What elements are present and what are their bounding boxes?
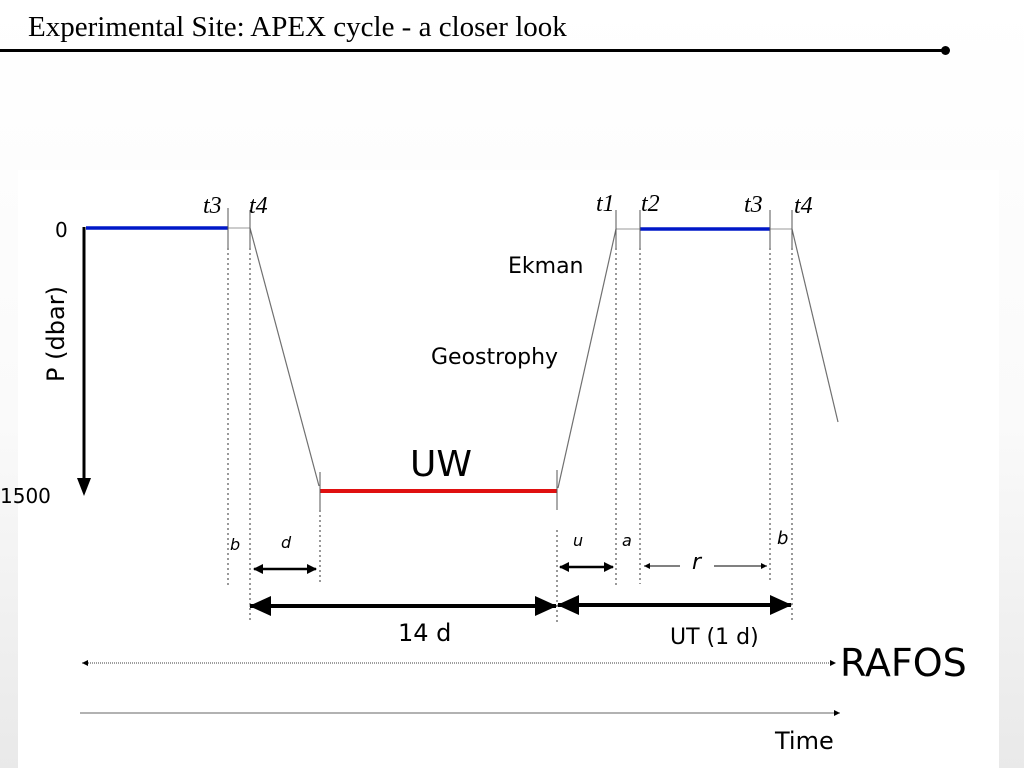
t3-first-label: t3	[203, 193, 222, 219]
t3-second-label: t3	[744, 192, 763, 218]
descent-profile-line	[249, 227, 320, 487]
interval-a-label: a	[622, 531, 632, 550]
axis-bottom-value: 1500	[0, 484, 51, 508]
axis-top-value: 0	[55, 218, 68, 242]
second-descent-line	[791, 228, 839, 423]
t2-label: t2	[641, 191, 660, 217]
underwater-duration-label: 14 d	[398, 619, 451, 647]
ekman-label: Ekman	[508, 254, 584, 279]
geostrophy-label: Geostrophy	[431, 345, 558, 370]
interval-b-second-label: b	[777, 528, 788, 549]
interval-d-label: d	[281, 533, 292, 552]
title-underline	[0, 49, 944, 52]
y-axis-label: P (dbar)	[42, 286, 70, 382]
slide-title: Experimental Site: APEX cycle - a closer…	[28, 11, 567, 43]
time-label: Time	[774, 727, 834, 755]
surface-duration-label: UT (1 d)	[670, 625, 759, 650]
interval-u-label: u	[573, 531, 583, 550]
title-underline-dot	[941, 46, 950, 55]
interval-b-first-label: b	[230, 535, 240, 554]
rafos-label: RAFOS	[840, 641, 967, 685]
underwater-label: UW	[410, 444, 472, 485]
t1-label: t1	[596, 191, 615, 217]
t4-first-label: t4	[249, 193, 268, 219]
figure-panel	[18, 170, 999, 768]
ascent-profile-line	[557, 228, 617, 489]
pressure-axis-arrowhead	[77, 478, 91, 496]
interval-r-label: r	[692, 550, 703, 575]
t4-second-label: t4	[794, 193, 813, 219]
